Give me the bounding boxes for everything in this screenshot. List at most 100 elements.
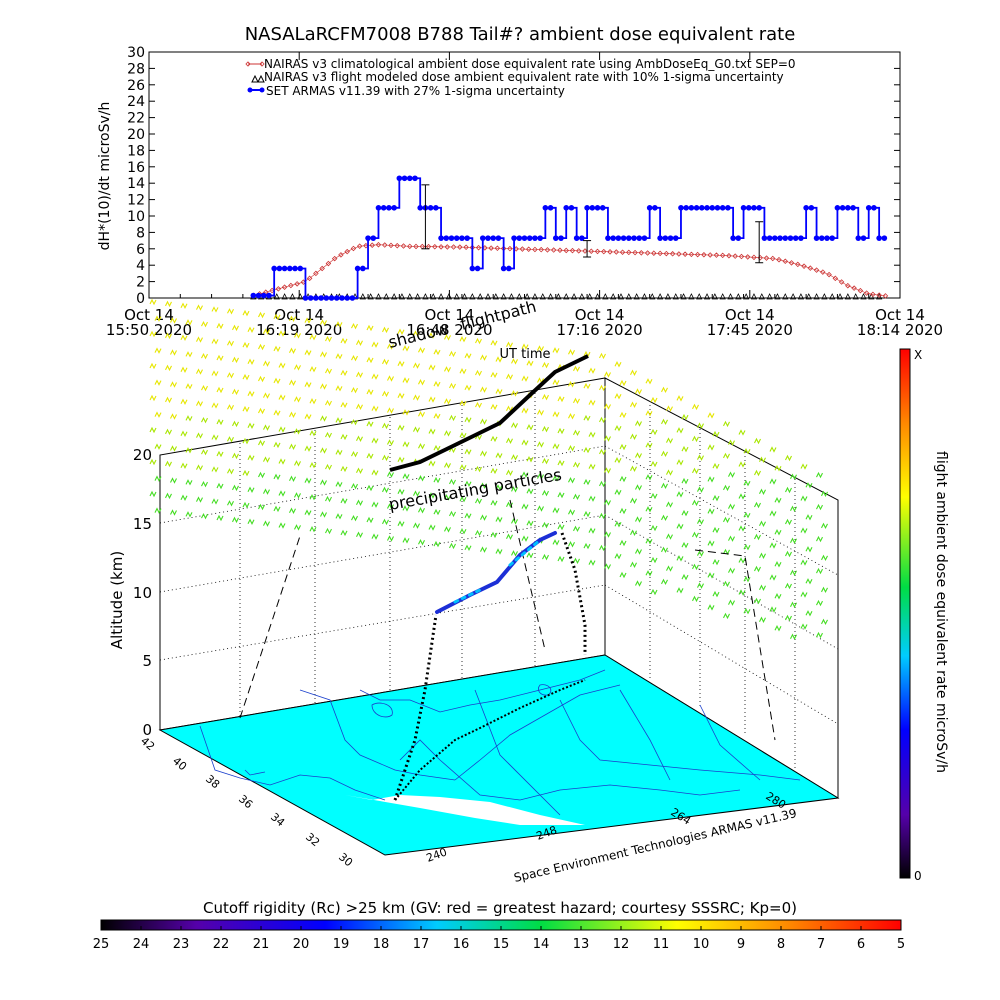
dose-dash [351, 386, 358, 394]
dose-dash [397, 392, 405, 399]
dose-dash [583, 414, 591, 422]
dose-dash [165, 396, 172, 404]
dose-dash [738, 557, 746, 564]
dose-dash [211, 434, 219, 441]
dose-dash [728, 567, 735, 574]
dose-dash [154, 411, 162, 418]
dose-dash [309, 429, 317, 437]
dose-dash [588, 559, 596, 566]
clim-point [763, 255, 770, 261]
dose-dash [351, 514, 358, 522]
dose-dash [774, 561, 782, 568]
dose-dash [676, 427, 684, 434]
dose-dash [428, 492, 436, 499]
dose-dash [583, 382, 591, 390]
dose-dash [728, 439, 735, 446]
dose-dash [552, 475, 560, 482]
dose-dash [754, 437, 761, 445]
dose-dash [676, 555, 684, 562]
colorbar-tick-label: 13 [573, 937, 590, 952]
dose-dash [289, 507, 296, 514]
dose-dash [754, 597, 761, 605]
colorbar-tick-label: 23 [173, 937, 190, 952]
dose-dash [335, 385, 343, 392]
dose-dash [418, 538, 425, 546]
dose-dash [428, 364, 436, 371]
dose-dash [418, 442, 425, 450]
model-point [492, 293, 499, 300]
dose-dash [583, 446, 591, 454]
dose-dash [149, 490, 157, 498]
armas-point [453, 235, 460, 241]
lat-tick: 36 [236, 792, 255, 811]
dose-dash [397, 424, 405, 431]
dose-dash [506, 341, 513, 349]
dose-dash [588, 399, 596, 406]
model-point [367, 293, 374, 300]
armas-point [881, 235, 888, 241]
clim-point [632, 249, 638, 256]
clim-point [413, 243, 419, 250]
model-point [797, 293, 805, 300]
clim-point [457, 244, 463, 250]
dose-dash [418, 506, 425, 514]
dose-dash [180, 462, 188, 469]
dose-dash [185, 383, 193, 390]
armas-point [599, 205, 606, 211]
model-point [789, 293, 797, 300]
clim-point [626, 249, 632, 256]
y-tick-label: 22 [127, 111, 145, 127]
dose-dash [216, 418, 224, 426]
dose-dash [216, 514, 224, 522]
dose-dash [165, 428, 172, 436]
armas-point [459, 235, 465, 241]
model-point [547, 293, 554, 300]
dose-dash [759, 552, 766, 559]
armas-point [579, 235, 585, 241]
dose-dash [459, 431, 467, 439]
y-tick-label: 12 [127, 193, 145, 209]
armas-point [594, 205, 601, 211]
dose-dash [278, 490, 286, 497]
clim-point [388, 242, 394, 249]
dose-dash [604, 531, 611, 538]
clim-point [651, 250, 657, 256]
model-point [563, 293, 570, 300]
dose-dash [542, 425, 549, 433]
bottom-colorbar-title: Cutoff rigidity (Rc) >25 km (GV: red = g… [203, 899, 797, 917]
colorbar-tick-label: 22 [213, 937, 230, 952]
armas-point [563, 205, 570, 211]
dose-dash [382, 518, 389, 526]
dose-dash [340, 433, 348, 441]
dose-dash [774, 465, 782, 472]
dose-dash [661, 578, 668, 586]
dose-dash [196, 400, 203, 407]
model-point [782, 293, 789, 300]
colorbar-tick-label: 6 [857, 937, 865, 952]
dose-dash [568, 476, 575, 484]
clim-point [801, 263, 807, 269]
dose-dash [413, 362, 420, 369]
dose-dash [356, 371, 363, 379]
dose-dash [170, 445, 177, 452]
dose-dash [650, 524, 658, 532]
dose-dash [242, 469, 250, 477]
dose-dash [304, 477, 312, 484]
dose-dash [816, 535, 823, 543]
dose-dash [816, 503, 823, 511]
armas-point [860, 235, 867, 241]
armas-point [803, 205, 809, 211]
dose-dash [759, 488, 766, 495]
model-point [539, 293, 546, 300]
armas-point [709, 205, 716, 211]
dose-dash [805, 610, 813, 617]
model-point [281, 293, 288, 300]
dose-dash [449, 510, 456, 518]
lat-tick: 40 [170, 754, 189, 773]
error-bars [421, 184, 764, 264]
dose-dash [769, 574, 777, 581]
dose-dash [449, 542, 456, 550]
dose-dash [769, 606, 777, 613]
dose-dash [728, 503, 735, 510]
